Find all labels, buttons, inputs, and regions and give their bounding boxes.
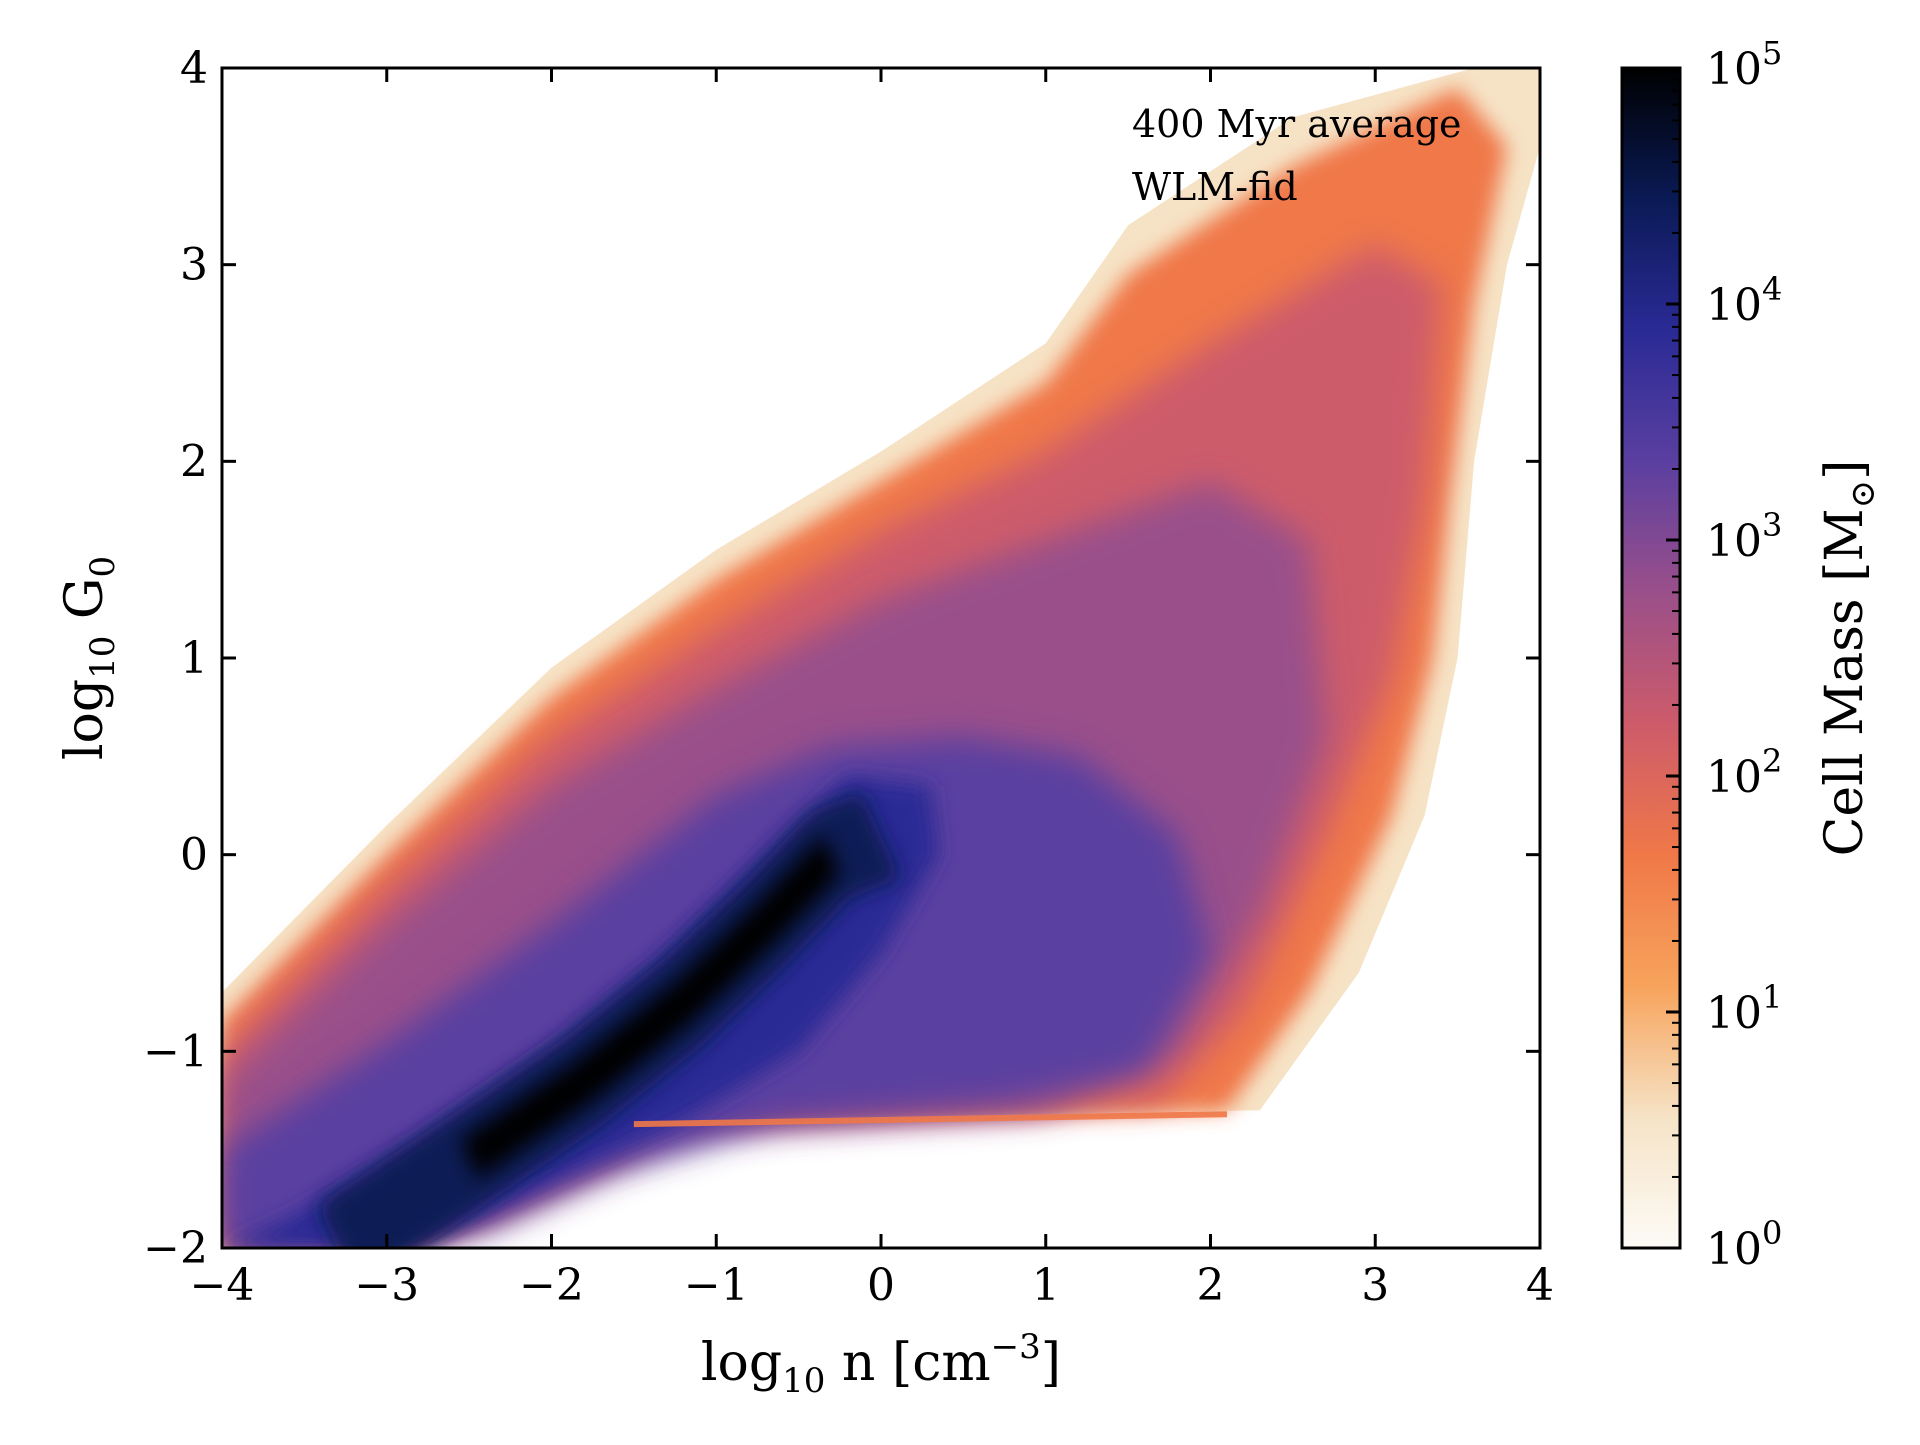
x-axis-label: log10 n [cm−3] <box>701 1327 1061 1401</box>
x-tick-label: −1 <box>684 1260 749 1311</box>
y-tick-label: −1 <box>143 1026 208 1077</box>
x-axis-ticks: −4 −3 −2 −1 0 1 2 3 4 <box>190 68 1554 1311</box>
x-tick-label: 2 <box>1197 1260 1225 1311</box>
x-tick-label: 0 <box>867 1260 895 1311</box>
x-tick-label: −3 <box>354 1260 419 1311</box>
annotation-model: WLM-fid <box>1132 165 1298 209</box>
x-tick-label: 1 <box>1032 1260 1060 1311</box>
annotation-period: 400 Myr average <box>1132 102 1461 146</box>
density-floor-edge <box>633 1111 1228 1128</box>
x-tick-label: 3 <box>1361 1260 1389 1311</box>
colorbar-tick-label: 102 <box>1706 742 1782 803</box>
colorbar-tick-label: 104 <box>1706 270 1782 331</box>
x-tick-label: −2 <box>519 1260 584 1311</box>
y-tick-label: 1 <box>180 633 208 684</box>
x-tick-label: −4 <box>190 1260 255 1311</box>
y-tick-label: 2 <box>180 436 208 487</box>
colorbar-label: Cell Mass [M⊙] <box>1815 460 1883 857</box>
density-peak-core <box>460 835 840 1180</box>
colorbar-tick-label: 105 <box>1706 34 1782 95</box>
y-axis-label: log10 G0 <box>55 556 123 760</box>
y-tick-label: 4 <box>180 43 208 94</box>
colorbar <box>1622 68 1680 1248</box>
colorbar-ticks: 100 101 102 103 104 105 <box>1666 34 1782 1275</box>
x-tick-label: 4 <box>1526 1260 1554 1311</box>
colorbar-frame <box>1620 66 1682 1250</box>
heatmap-density <box>222 68 1540 1248</box>
y-tick-label: 0 <box>180 830 208 881</box>
colorbar-tick-label: 100 <box>1706 1214 1782 1275</box>
density-dark-core <box>317 791 901 1248</box>
colorbar-tick-label: 103 <box>1706 506 1782 567</box>
y-tick-label: −2 <box>143 1223 208 1274</box>
colorbar-tick-label: 101 <box>1706 978 1782 1039</box>
y-axis-ticks: −2 −1 0 1 2 3 4 <box>143 43 1540 1274</box>
y-tick-label: 3 <box>180 240 208 291</box>
